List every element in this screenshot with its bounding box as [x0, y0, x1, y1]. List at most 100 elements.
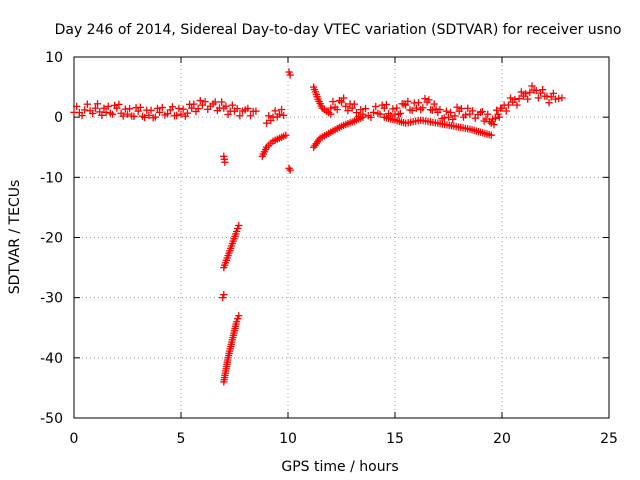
data-point [408, 106, 416, 115]
data-point [453, 103, 461, 111]
data-point [228, 101, 237, 109]
x-tick-label: 0 [70, 431, 79, 447]
data-point [196, 96, 204, 105]
data-point [412, 104, 421, 112]
data-point [359, 113, 367, 121]
data-point [100, 104, 108, 112]
data-point [218, 98, 226, 106]
data-point [376, 110, 384, 118]
data-point [494, 110, 502, 118]
data-point [252, 107, 260, 115]
data-point [161, 111, 169, 119]
data-point [188, 104, 196, 112]
data-point [327, 104, 335, 112]
x-axis-label: GPS time / hours [281, 459, 398, 475]
data-point [436, 105, 444, 114]
data-point [153, 104, 162, 113]
data-point [175, 104, 183, 113]
y-tick-labels: -50 -40 -30 -20 -10 0 10 [40, 50, 63, 427]
y-tick-label: -20 [40, 231, 63, 247]
data-point [282, 131, 290, 139]
data-point [534, 94, 543, 102]
data-point [327, 110, 335, 118]
data-point [442, 107, 451, 115]
data-point [75, 108, 83, 117]
data-point [428, 106, 437, 114]
scatter-points [70, 68, 566, 386]
data-point [277, 105, 286, 114]
data-point [414, 99, 423, 107]
y-tick-label: -40 [40, 351, 63, 367]
data-point [515, 94, 523, 103]
data-point [271, 107, 279, 115]
data-point [81, 106, 89, 114]
data-point [244, 104, 252, 113]
data-point [372, 102, 380, 111]
data-point [461, 111, 470, 119]
data-point [108, 110, 117, 118]
data-point [337, 98, 346, 106]
data-point [236, 112, 244, 120]
tick-marks [73, 56, 610, 419]
chart-title: Day 246 of 2014, Sidereal Day-to-day VTE… [55, 22, 622, 38]
data-point [234, 224, 242, 233]
data-point [513, 101, 521, 109]
data-point [115, 100, 123, 109]
data-point [430, 100, 438, 108]
data-point [339, 94, 348, 102]
grid-lines [74, 57, 609, 418]
data-point [329, 97, 337, 106]
data-point [425, 96, 433, 104]
x-tick-label: 10 [279, 431, 297, 447]
data-point [440, 114, 448, 122]
data-point [179, 105, 187, 113]
data-point [119, 112, 127, 120]
data-point [446, 108, 455, 117]
data-point [402, 101, 410, 109]
data-point [86, 107, 94, 115]
data-point [471, 114, 479, 122]
data-point [549, 89, 558, 98]
data-point [502, 107, 510, 115]
data-point [478, 107, 487, 116]
data-point [524, 95, 532, 103]
x-tick-label: 20 [493, 431, 511, 447]
y-axis-label: SDTVAR / TECUs [7, 180, 23, 295]
x-tick-label: 15 [386, 431, 404, 447]
data-point [286, 71, 294, 79]
data-point [419, 104, 427, 112]
data-point [83, 100, 92, 108]
data-point [521, 90, 530, 98]
data-point [348, 104, 356, 112]
x-tick-labels: 0 5 10 15 20 25 [70, 431, 618, 447]
data-point [155, 108, 164, 117]
data-point [163, 110, 172, 118]
data-point [352, 108, 361, 117]
y-tick-label: 10 [45, 50, 63, 66]
data-point [285, 68, 293, 76]
data-point [350, 100, 358, 108]
data-point [235, 221, 243, 230]
data-point [511, 95, 519, 104]
data-point [551, 95, 560, 103]
data-point [333, 105, 341, 114]
data-point [464, 104, 472, 112]
data-point [451, 112, 459, 120]
data-point [104, 102, 112, 111]
data-point [468, 107, 477, 115]
x-tick-label: 5 [177, 431, 186, 447]
data-point [262, 119, 271, 127]
data-point [151, 113, 159, 121]
y-tick-label: -10 [40, 170, 63, 186]
data-point [492, 106, 501, 114]
data-point [130, 112, 138, 121]
data-point [198, 101, 207, 109]
data-point [168, 103, 177, 111]
data-point [466, 110, 474, 118]
data-point [490, 120, 498, 129]
data-point [528, 82, 536, 90]
data-point [219, 294, 227, 302]
data-point [136, 103, 144, 111]
data-point [140, 113, 149, 122]
data-point [194, 104, 202, 113]
